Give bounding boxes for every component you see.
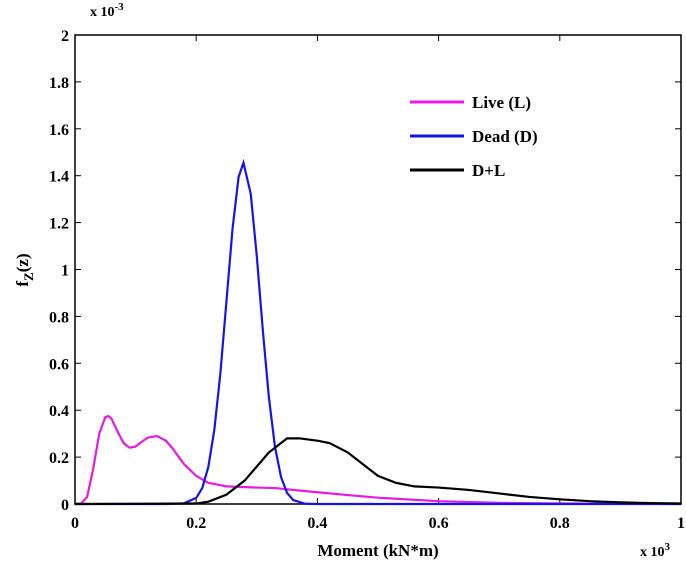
y-multiplier-base: x 10: [90, 5, 115, 20]
y-tick-label: 0.4: [49, 403, 69, 420]
x-axis-label: Moment (kN*m): [317, 541, 438, 560]
x-multiplier: x 103: [640, 541, 671, 560]
series-line: [74, 414, 682, 506]
x-multiplier-base: x 10: [640, 545, 665, 560]
x-tick-label: 1: [677, 515, 685, 532]
y-tick-label: 0.8: [49, 309, 69, 326]
y-tick-label: 1.6: [49, 122, 69, 139]
y-tick-label: 1.8: [49, 75, 69, 92]
legend-label: D+L: [472, 161, 505, 180]
y-multiplier: x 10-3: [90, 1, 124, 20]
y-label-main: f: [13, 281, 32, 287]
y-tick-label: 2: [61, 28, 69, 45]
x-tick-label: 0: [71, 515, 79, 532]
x-multiplier-exponent: 3: [665, 541, 671, 553]
y-multiplier-exponent: -3: [115, 1, 125, 13]
y-tick-label: 0.2: [49, 450, 69, 467]
y-axis-label: fZ(z): [13, 253, 36, 286]
x-tick-label: 0.8: [550, 515, 570, 532]
plot-frame: [74, 34, 682, 505]
series-line: [75, 158, 681, 506]
x-tick-label: 0.2: [186, 515, 206, 532]
legend-label: Dead (D): [472, 127, 538, 146]
y-label-sub: Z: [21, 272, 36, 281]
y-tick-label: 0.6: [49, 356, 69, 373]
legend-label: Live (L): [472, 93, 531, 112]
series-line: [74, 437, 682, 506]
y-label-rest: (z): [13, 253, 32, 272]
x-tick-label: 0.6: [429, 515, 449, 532]
y-tick-label: 1.2: [49, 216, 69, 233]
y-tick-label: 0: [61, 497, 69, 514]
x-tick-label: 0.4: [307, 515, 327, 532]
y-tick-label: 1: [61, 263, 69, 280]
y-tick-label: 1.4: [49, 169, 69, 186]
